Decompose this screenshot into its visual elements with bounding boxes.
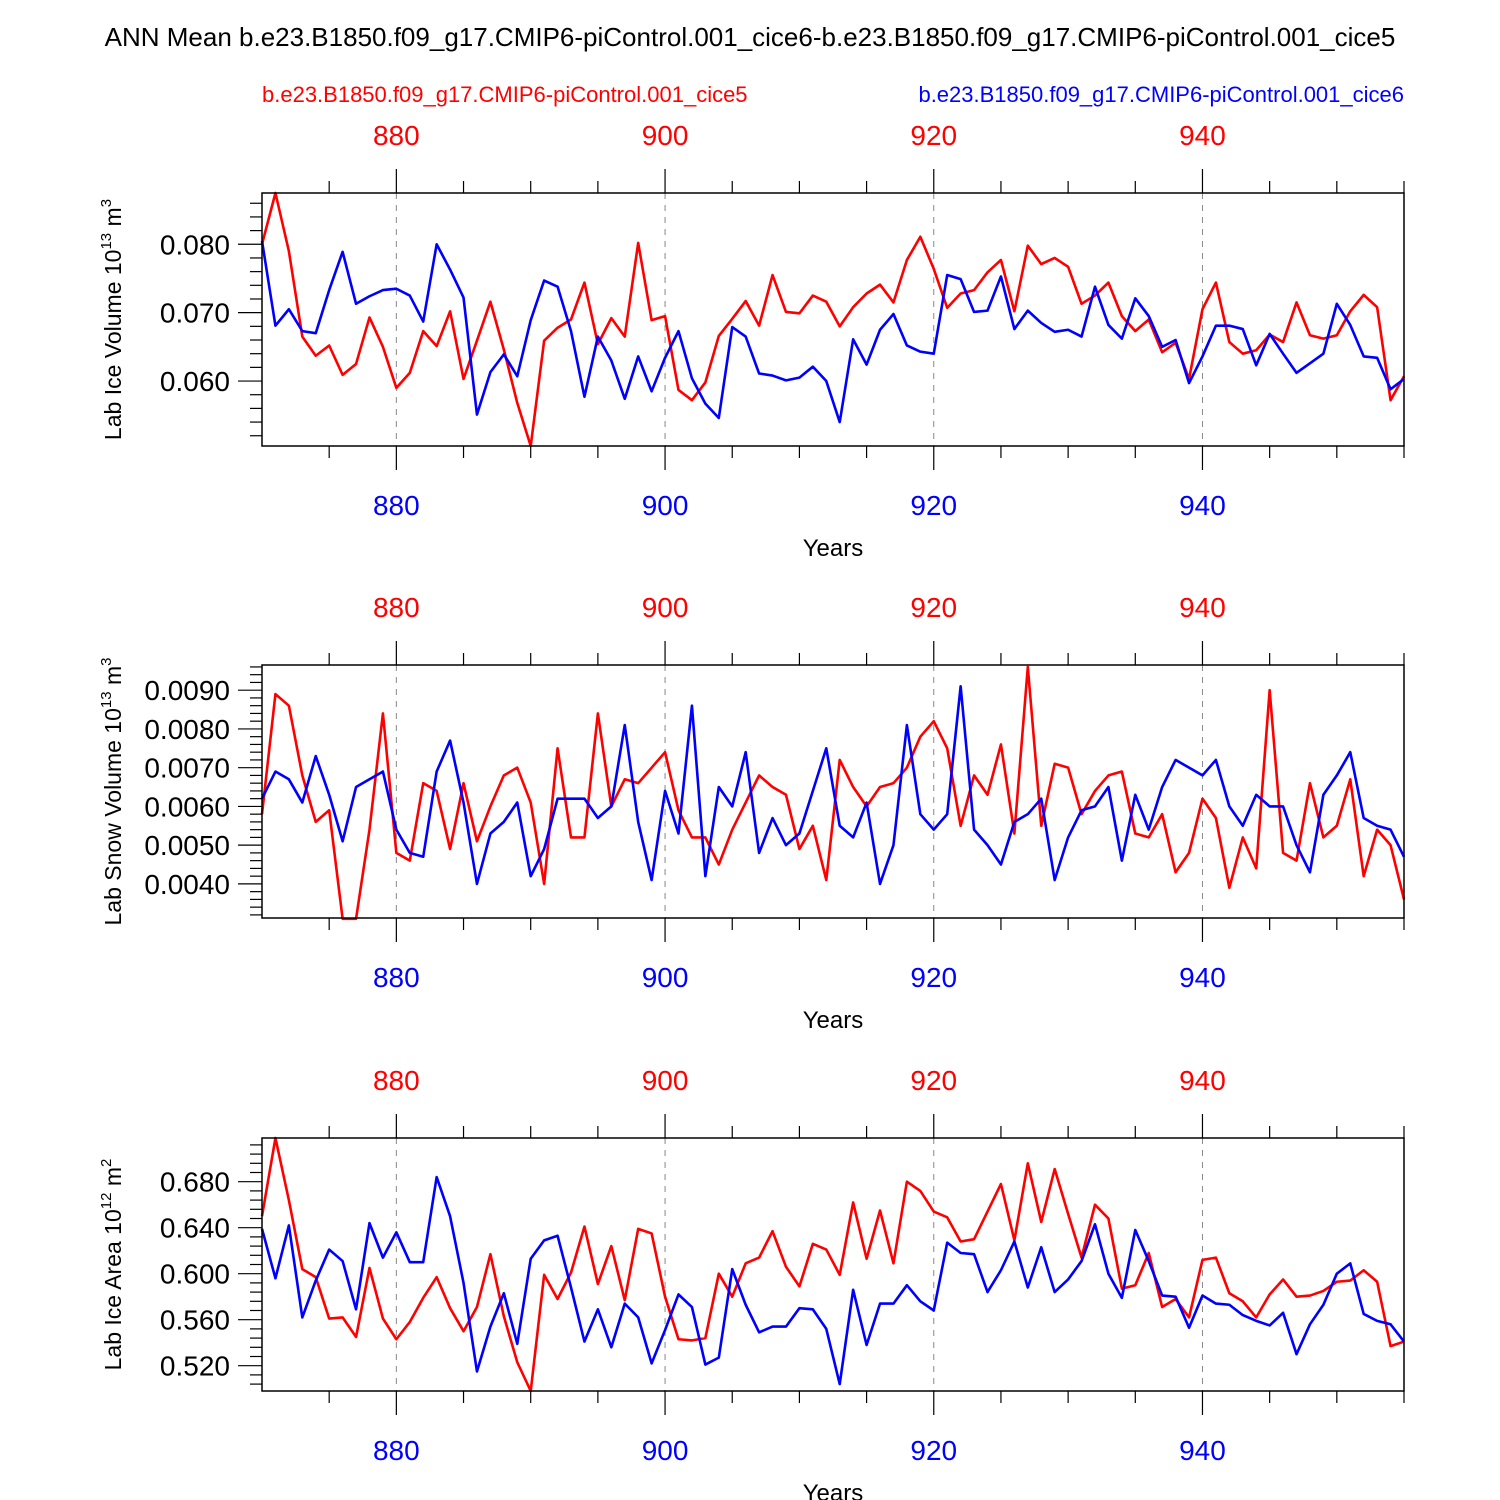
y-tick-label: 0.0070 xyxy=(144,753,230,784)
x-tick-label-top: 900 xyxy=(642,1065,689,1096)
figure-title: ANN Mean b.e23.B1850.f09_g17.CMIP6-piCon… xyxy=(105,22,1396,52)
x-tick-label-bottom: 900 xyxy=(642,962,689,993)
y-tick-label: 0.680 xyxy=(160,1167,230,1198)
x-tick-label-bottom: 940 xyxy=(1179,1435,1226,1466)
panel-3: 880 880 900 900 920 920 940 940 Years 0.520 0.560 0… xyxy=(98,1065,1406,1500)
x-tick-label-top: 940 xyxy=(1179,592,1226,623)
x-tick-label-bottom: 900 xyxy=(642,490,689,521)
series-cice6-line xyxy=(260,685,1406,886)
y-tick-label: 0.520 xyxy=(160,1351,230,1382)
y-axis-label: Lab Ice Volume 1013 m3 xyxy=(98,199,126,440)
x-tick-label-bottom: 940 xyxy=(1179,962,1226,993)
y-tick-label: 0.080 xyxy=(160,229,230,260)
x-tick-label-top: 900 xyxy=(642,120,689,151)
x-tick-label-bottom: 940 xyxy=(1179,490,1226,521)
x-axis-label: Years xyxy=(803,1480,864,1500)
y-tick-label: 0.0080 xyxy=(144,714,230,745)
x-tick-label-top: 940 xyxy=(1179,1065,1226,1096)
y-axis-label: Lab Ice Area 1012 m2 xyxy=(98,1159,126,1371)
y-tick-label: 0.0060 xyxy=(144,791,230,822)
x-tick-label-top: 920 xyxy=(910,592,957,623)
panel-1: 880 880 900 900 920 920 940 940 Years 0.060 0.070 0… xyxy=(98,120,1406,562)
legend-blue-label: b.e23.B1850.f09_g17.CMIP6-piControl.001_… xyxy=(918,82,1404,107)
x-tick-label-top: 880 xyxy=(373,592,420,623)
legend-red-label: b.e23.B1850.f09_g17.CMIP6-piControl.001_… xyxy=(262,82,748,107)
x-tick-label-top: 880 xyxy=(373,120,420,151)
x-tick-label-bottom: 880 xyxy=(373,962,420,993)
y-tick-label: 0.0090 xyxy=(144,675,230,706)
x-axis-label: Years xyxy=(803,1007,864,1034)
series-cice5-line xyxy=(260,665,1406,921)
panel-2: 880 880 900 900 920 920 940 940 Years 0.0040 0.005… xyxy=(98,592,1406,1034)
x-tick-label-bottom: 880 xyxy=(373,490,420,521)
x-tick-label-bottom: 880 xyxy=(373,1435,420,1466)
y-tick-label: 0.600 xyxy=(160,1259,230,1290)
y-tick-label: 0.0050 xyxy=(144,830,230,861)
y-tick-label: 0.0040 xyxy=(144,869,230,900)
y-tick-label: 0.060 xyxy=(160,366,230,397)
y-tick-label: 0.640 xyxy=(160,1213,230,1244)
x-axis-label: Years xyxy=(803,535,864,562)
x-tick-label-top: 920 xyxy=(910,120,957,151)
y-axis-label: Lab Snow Volume 1013 m3 xyxy=(98,658,126,926)
x-tick-label-top: 920 xyxy=(910,1065,957,1096)
series-cice6-line xyxy=(260,1175,1406,1386)
x-tick-label-top: 940 xyxy=(1179,120,1226,151)
y-tick-label: 0.070 xyxy=(160,298,230,329)
series-cice5-line xyxy=(260,191,1406,448)
series-cice6-line xyxy=(260,240,1405,424)
plot-frame xyxy=(261,192,1405,447)
x-tick-label-top: 880 xyxy=(373,1065,420,1096)
x-tick-label-bottom: 920 xyxy=(910,962,957,993)
x-tick-label-bottom: 900 xyxy=(642,1435,689,1466)
x-tick-label-bottom: 920 xyxy=(910,490,957,521)
x-tick-label-bottom: 920 xyxy=(910,1435,957,1466)
x-tick-label-top: 900 xyxy=(642,592,689,623)
series-cice5-line xyxy=(260,1136,1405,1393)
y-tick-label: 0.560 xyxy=(160,1305,230,1336)
